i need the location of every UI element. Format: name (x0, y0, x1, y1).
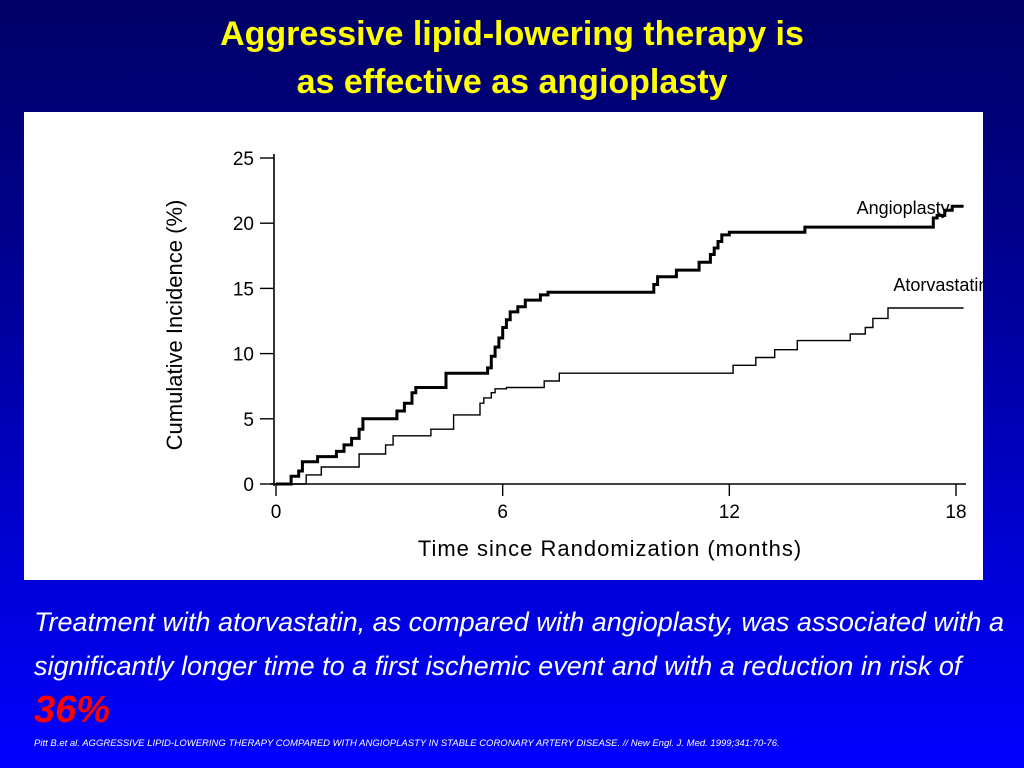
series-label-angioplasty: Angioplasty (857, 198, 950, 218)
y-tick-label: 15 (233, 279, 254, 300)
chart-panel: 0 5 10 15 20 25 0 6 12 18 Time since Randomization… (24, 112, 983, 580)
slide-title-line-2: as effective as angioplasty (296, 63, 728, 101)
y-tick-label: 20 (233, 214, 254, 235)
x-tick-label: 12 (719, 502, 740, 523)
summary-sentence: Treatment with atorvastatin, as compared… (34, 607, 1004, 681)
y-tick-label: 25 (233, 149, 254, 170)
cumulative-incidence-chart: 0 5 10 15 20 25 0 6 12 18 Time since Randomization… (162, 149, 983, 561)
citation: Pitt B.et al. AGGRESSIVE LIPID-LOWERING … (34, 738, 780, 749)
series-line-angioplasty (276, 204, 964, 486)
slide-title-line-1: Aggressive lipid-lowering therapy is (220, 15, 804, 53)
slide-title: Aggressive lipid-lowering therapy is as … (0, 10, 1024, 106)
series-label-atorvastatin: Atorvastatin (893, 275, 983, 295)
y-tick-label: 0 (243, 475, 254, 496)
x-tick-label: 6 (497, 502, 508, 523)
x-tick-label: 18 (945, 502, 966, 523)
y-axis-label: Cumulative Incidence (%) (162, 200, 187, 451)
risk-reduction-highlight: 36% (34, 689, 111, 731)
x-axis-label: Time since Randomization (months) (418, 536, 802, 561)
y-tick-label: 5 (243, 410, 254, 431)
x-tick-label: 0 (271, 502, 282, 523)
summary-text: Treatment with atorvastatin, as compared… (34, 600, 1004, 735)
series-line-atorvastatin (276, 307, 964, 485)
y-tick-label: 10 (233, 345, 254, 366)
